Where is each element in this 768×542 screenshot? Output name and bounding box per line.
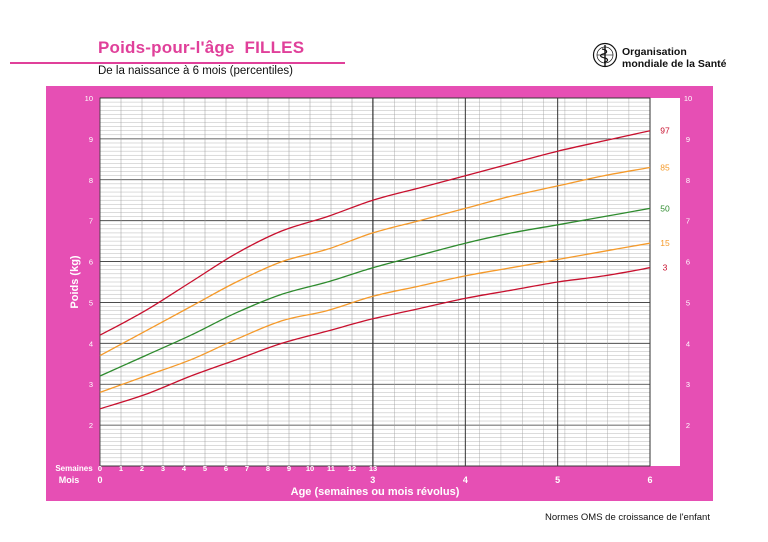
percentile-label-50: 50	[660, 203, 670, 213]
y-tick-label-right: 4	[686, 339, 690, 348]
title-divider	[10, 62, 345, 64]
page-title: Poids-pour-l'âge FILLES	[98, 38, 305, 57]
x-tick-label-month: 6	[647, 475, 652, 485]
percentile-label-85: 85	[660, 163, 670, 173]
percentile-label-column	[650, 98, 680, 466]
x-tick-label-week: 2	[140, 464, 144, 473]
y-axis-label: Poids (kg)	[69, 255, 81, 309]
percentile-label-3: 3	[663, 263, 668, 273]
y-tick-label-left: 9	[89, 135, 93, 144]
x-row-label-months: Mois	[59, 475, 80, 485]
percentile-labels: 97 85 50 15 3	[660, 126, 670, 273]
organization-name: Organisation mondiale de la Santé	[622, 46, 726, 70]
y-tick-label-left: 4	[89, 339, 93, 348]
x-axis-label: Age (semaines ou mois révolus)	[291, 486, 460, 498]
x-tick-label-week: 11	[327, 464, 335, 473]
x-tick-label-month: 0	[97, 475, 102, 485]
footer-note: Normes OMS de croissance de l'enfant	[545, 512, 710, 523]
x-tick-label-week: 7	[245, 464, 249, 473]
percentile-curve-85	[99, 166, 651, 357]
y-tick-label-right: 2	[686, 421, 690, 430]
x-tick-label-month: 3	[370, 475, 375, 485]
percentile-curves	[99, 130, 651, 410]
y-tick-label-right: 10	[684, 94, 692, 103]
x-tick-label-week: 5	[203, 464, 207, 473]
percentile-curve-50	[99, 207, 651, 377]
x-axis-ticks: 0 1 2 3 4 5 6 7 8 9 10 11 12 130 3 4 5 6	[97, 464, 652, 485]
organization-name-line1: Organisation	[622, 46, 687, 58]
grid-lines	[99, 97, 651, 467]
percentile-curve-3	[99, 267, 651, 410]
y-tick-label-left: 3	[89, 380, 93, 389]
x-tick-label-week: 1	[119, 464, 123, 473]
x-tick-label-month: 5	[555, 475, 560, 485]
y-tick-label-right: 9	[686, 135, 690, 144]
y-tick-label-left: 6	[89, 258, 93, 267]
y-tick-label-right: 7	[686, 217, 690, 226]
y-tick-label-right: 3	[686, 380, 690, 389]
y-tick-label-left: 8	[89, 176, 93, 185]
organization-logo: Organisation mondiale de la Santé	[592, 42, 732, 76]
x-tick-label-week: 4	[182, 464, 187, 473]
percentile-curve-97	[99, 130, 651, 336]
y-tick-label-right: 5	[686, 298, 690, 307]
x-tick-label-week: 3	[161, 464, 165, 473]
y-axis-ticks: 2 2 3 3 4 4 5 5 6 6 7 7 8 8 9 9 10 10	[85, 94, 693, 430]
x-tick-label-week: 6	[224, 464, 228, 473]
y-tick-label-left: 5	[89, 298, 93, 307]
y-tick-label-right: 6	[686, 258, 690, 267]
x-tick-label-week: 10	[306, 464, 314, 473]
x-row-label-weeks: Semaines	[55, 464, 93, 473]
organization-name-line2: mondiale de la Santé	[622, 58, 727, 70]
percentile-label-15: 15	[660, 238, 670, 248]
x-tick-label-week: 12	[348, 464, 356, 473]
y-tick-label-left: 7	[89, 217, 93, 226]
y-tick-label-right: 8	[686, 176, 690, 185]
page-subtitle: De la naissance à 6 mois (percentiles)	[98, 65, 293, 77]
y-tick-label-left: 10	[85, 94, 93, 103]
x-tick-label-week: 13	[369, 464, 377, 473]
x-tick-label-week: 0	[98, 464, 102, 473]
who-emblem-icon	[592, 42, 618, 68]
x-tick-label-week: 8	[266, 464, 270, 473]
y-tick-label-left: 2	[89, 421, 93, 430]
x-tick-label-week: 9	[287, 464, 291, 473]
plot-border	[99, 97, 651, 467]
x-tick-label-month: 4	[463, 475, 468, 485]
percentile-curve-15	[99, 242, 651, 394]
percentile-label-97: 97	[660, 126, 670, 136]
